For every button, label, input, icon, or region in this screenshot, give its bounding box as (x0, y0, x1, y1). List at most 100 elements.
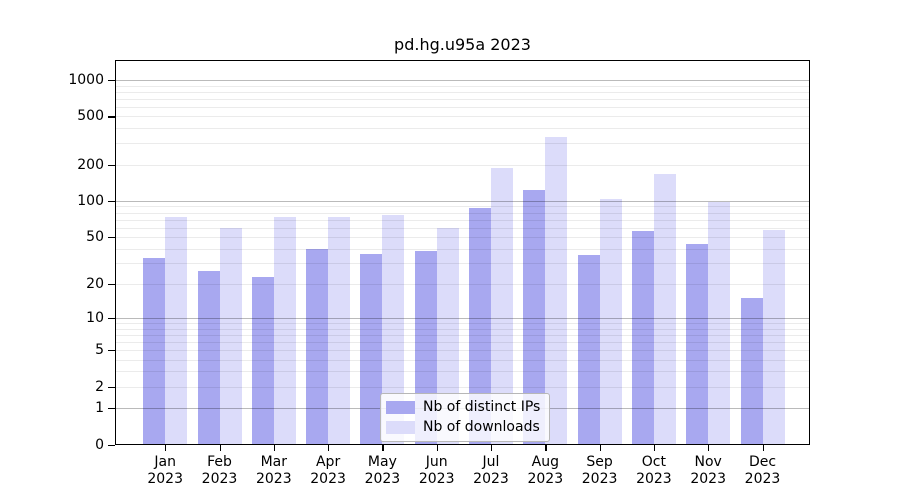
y-axis-tick-0 (108, 444, 115, 446)
gridline-7 (116, 334, 809, 336)
x-axis-tick-jun (436, 444, 438, 451)
y-axis-tick-500 (108, 116, 115, 118)
bar-downloads-jun (436, 227, 459, 445)
x-axis-label-aug: Aug 2023 (527, 453, 564, 487)
legend-item-distinct-ips: Nb of distinct IPs (386, 399, 540, 415)
y-axis-label-500: 500 (77, 108, 104, 125)
x-axis-tick-dec (762, 444, 764, 451)
y-axis-label-20: 20 (86, 275, 104, 292)
y-axis-label-5: 5 (95, 341, 104, 358)
x-axis-label-nov: Nov 2023 (690, 453, 727, 487)
legend-swatch-distinct-ips (386, 400, 415, 414)
bar-downloads-may (382, 215, 405, 445)
bar-downloads-dec (762, 230, 785, 445)
gridline-600 (116, 106, 809, 108)
gridline-4 (116, 359, 809, 361)
bar-downloads-feb (219, 227, 242, 445)
gridline-6 (116, 341, 809, 343)
x-axis-label-apr: Apr 2023 (310, 453, 346, 487)
legend-swatch-downloads (386, 420, 415, 434)
gridline-3 (116, 371, 809, 373)
gridline-8 (116, 328, 809, 330)
gridline-2 (116, 386, 809, 388)
y-axis-tick-1 (108, 407, 115, 410)
gridline-90 (116, 206, 809, 208)
x-axis-label-feb: Feb 2023 (201, 453, 238, 487)
x-axis-tick-jul (491, 444, 493, 451)
y-axis-tick-100 (108, 200, 115, 203)
x-axis-label-jul: Jul 2023 (473, 453, 509, 487)
x-axis-label-sep: Sep 2023 (581, 453, 618, 487)
bar-distinct-ips-nov (686, 243, 709, 445)
gridline-800 (116, 91, 809, 93)
gridline-100 (116, 200, 809, 202)
bar-distinct-ips-may (360, 253, 383, 445)
x-axis-tick-sep (599, 444, 601, 451)
x-axis-label-jan: Jan 2023 (147, 453, 184, 487)
legend-label-distinct-ips: Nb of distinct IPs (423, 399, 541, 415)
x-axis-tick-oct (653, 444, 656, 451)
y-axis-tick-20 (108, 283, 115, 286)
bar-distinct-ips-feb (197, 270, 220, 445)
y-axis-label-0: 0 (95, 436, 104, 453)
gridline-9 (116, 323, 809, 324)
y-axis-tick-200 (108, 164, 115, 166)
gridline-400 (116, 128, 809, 130)
x-axis-label-mar: Mar 2023 (255, 453, 292, 487)
y-axis-label-1000: 1000 (68, 71, 104, 88)
y-axis-tick-50 (108, 237, 115, 239)
bar-distinct-ips-jul (469, 208, 491, 445)
y-axis-label-100: 100 (77, 192, 104, 209)
gridline-50 (116, 237, 809, 239)
gridline-1000 (116, 79, 809, 81)
x-axis-tick-aug (545, 444, 547, 451)
gridline-80 (116, 212, 809, 214)
y-axis-label-1: 1 (95, 399, 104, 416)
x-axis-label-may: May 2023 (364, 453, 401, 487)
bar-distinct-ips-oct (631, 231, 654, 445)
gridline-200 (116, 164, 809, 166)
bar-downloads-jul (491, 167, 513, 445)
y-axis-label-200: 200 (77, 156, 104, 173)
bar-downloads-apr (328, 217, 351, 445)
y-axis-tick-10 (108, 317, 115, 320)
gridline-500 (116, 116, 809, 118)
gridline-70 (116, 219, 809, 221)
x-axis-tick-may (382, 444, 384, 451)
gridline-40 (116, 248, 809, 250)
chart-title: pd.hg.u95a 2023 (394, 35, 531, 54)
bar-distinct-ips-jan (143, 258, 166, 445)
legend-label-downloads: Nb of downloads (423, 419, 540, 435)
gridline-5 (116, 349, 809, 351)
gridline-900 (116, 85, 809, 87)
x-axis-label-jun: Jun 2023 (418, 453, 455, 487)
bar-distinct-ips-dec (740, 298, 763, 445)
bar-downloads-aug (545, 136, 568, 445)
bar-downloads-mar (273, 216, 296, 445)
x-axis-tick-apr (328, 444, 330, 451)
gridline-30 (116, 263, 809, 265)
gridline-700 (116, 98, 809, 100)
legend-item-downloads: Nb of downloads (386, 419, 540, 435)
x-axis-label-oct: Oct 2023 (636, 453, 672, 487)
bar-distinct-ips-mar (251, 276, 274, 445)
gridline-20 (116, 283, 809, 285)
gridline-300 (116, 143, 809, 145)
bar-distinct-ips-aug (523, 190, 546, 445)
bar-downloads-oct (653, 173, 676, 445)
y-axis-label-2: 2 (95, 378, 104, 395)
y-axis-label-50: 50 (86, 229, 104, 246)
x-axis-label-dec: Dec 2023 (744, 453, 781, 487)
bar-distinct-ips-apr (306, 248, 329, 445)
bar-downloads-nov (708, 202, 731, 445)
x-axis-tick-mar (273, 444, 276, 451)
gridline-10 (116, 317, 809, 319)
y-axis-label-10: 10 (86, 309, 104, 326)
gridline-60 (116, 227, 809, 229)
y-axis-tick-5 (108, 349, 115, 352)
bar-downloads-sep (599, 199, 622, 445)
x-axis-tick-feb (219, 444, 221, 451)
bar-downloads-jan (165, 216, 188, 445)
